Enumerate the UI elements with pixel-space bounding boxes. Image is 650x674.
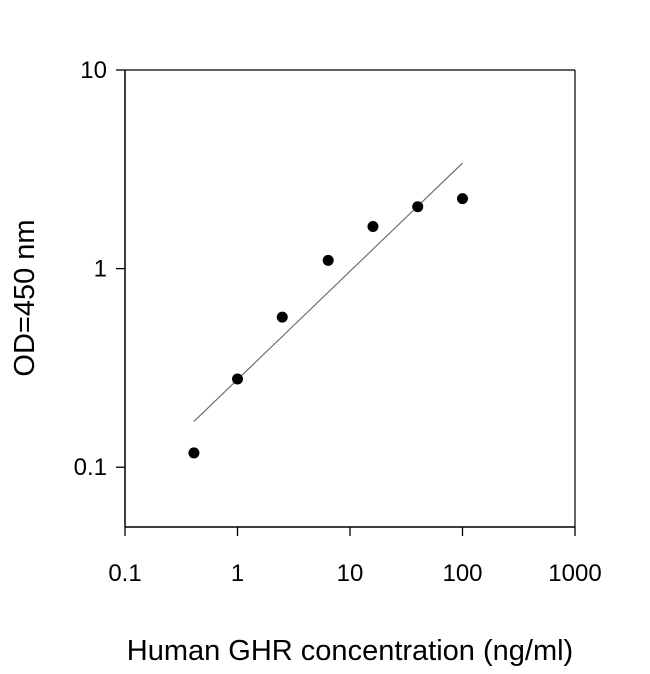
x-axis: 0.1 1 10 100 1000 xyxy=(108,527,602,587)
y-tick-label: 0.1 xyxy=(74,454,107,481)
data-point xyxy=(367,220,379,232)
x-tick-label: 100 xyxy=(442,560,482,587)
data-point xyxy=(457,193,468,205)
data-point xyxy=(412,201,424,213)
x-axis-title: Human GHR concentration (ng/ml) xyxy=(127,635,573,667)
data-point xyxy=(188,447,200,459)
x-tick-label: 1 xyxy=(231,560,244,587)
y-axis-title: OD=450 nm xyxy=(9,219,41,376)
y-tick-label: 1 xyxy=(94,256,107,283)
x-tick-label: 1000 xyxy=(548,560,601,587)
x-tick-label: 10 xyxy=(337,560,364,587)
y-tick-label: 10 xyxy=(80,57,107,84)
data-points xyxy=(188,193,468,459)
data-point xyxy=(276,311,288,323)
x-tick-label: 0.1 xyxy=(108,560,141,587)
plot-area xyxy=(124,69,576,528)
data-point xyxy=(232,373,243,385)
data-point xyxy=(322,254,334,266)
y-axis: 0.1 1 10 xyxy=(74,57,125,481)
